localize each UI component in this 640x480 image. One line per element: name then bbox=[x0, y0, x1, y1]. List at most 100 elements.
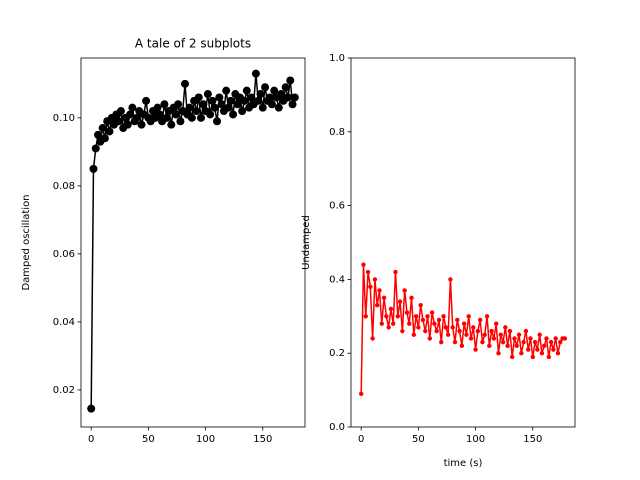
data-point bbox=[468, 336, 474, 341]
data-point bbox=[452, 339, 458, 345]
data-point bbox=[523, 328, 529, 334]
data-point bbox=[466, 314, 471, 319]
y-tick-label: 0.6 bbox=[329, 201, 345, 212]
data-point bbox=[210, 103, 219, 112]
data-point bbox=[194, 93, 203, 102]
x-tick-label: 0 bbox=[88, 434, 94, 445]
y-tick-label: 0.2 bbox=[329, 348, 345, 359]
data-point bbox=[270, 86, 279, 95]
data-point bbox=[498, 332, 503, 337]
data-point bbox=[500, 339, 506, 345]
data-point bbox=[425, 314, 430, 319]
data-point bbox=[116, 107, 125, 116]
data-point bbox=[439, 339, 444, 345]
data-point bbox=[368, 284, 373, 289]
data-point bbox=[491, 336, 497, 341]
data-point bbox=[457, 328, 462, 334]
data-point bbox=[432, 321, 437, 326]
data-point bbox=[450, 325, 455, 330]
x-tick-label: 100 bbox=[196, 434, 215, 445]
data-point bbox=[377, 288, 382, 293]
y-tick-label: 0.10 bbox=[53, 113, 75, 124]
data-point bbox=[539, 351, 545, 356]
data-point bbox=[288, 100, 297, 109]
data-point bbox=[174, 100, 183, 109]
data-point bbox=[251, 69, 260, 78]
data-point bbox=[100, 134, 109, 143]
data-point bbox=[132, 113, 141, 122]
data-point bbox=[480, 339, 485, 345]
data-point bbox=[409, 295, 414, 301]
data-point bbox=[413, 314, 419, 319]
data-point bbox=[123, 120, 132, 129]
data-point bbox=[418, 303, 423, 308]
data-point bbox=[436, 317, 442, 323]
data-point bbox=[91, 144, 100, 153]
data-point bbox=[461, 321, 467, 326]
data-point bbox=[379, 321, 384, 326]
data-point bbox=[162, 113, 171, 122]
data-point bbox=[397, 299, 403, 304]
data-point bbox=[153, 103, 162, 112]
data-point bbox=[208, 96, 217, 105]
data-point bbox=[526, 347, 531, 352]
data-point bbox=[391, 321, 396, 326]
data-point bbox=[265, 93, 274, 102]
data-point bbox=[519, 351, 524, 356]
data-point bbox=[402, 288, 407, 293]
data-point bbox=[509, 354, 515, 360]
data-point bbox=[98, 124, 107, 133]
data-point bbox=[160, 100, 169, 109]
data-point bbox=[562, 336, 568, 341]
x-tick-label: 150 bbox=[253, 434, 272, 445]
data-point bbox=[290, 93, 299, 102]
data-point bbox=[400, 328, 405, 334]
data-point bbox=[558, 339, 563, 345]
data-point bbox=[551, 347, 556, 352]
y-tick-label: 0.08 bbox=[53, 181, 75, 192]
data-point bbox=[473, 347, 478, 352]
data-point bbox=[224, 103, 233, 112]
data-point bbox=[521, 339, 526, 345]
data-point bbox=[213, 117, 222, 126]
x-tick-label: 100 bbox=[466, 434, 485, 445]
data-point bbox=[407, 321, 412, 326]
axes-frame bbox=[350, 57, 576, 428]
data-point bbox=[277, 90, 286, 99]
data-point bbox=[546, 354, 552, 360]
data-point bbox=[229, 110, 238, 119]
y-tick-label: 0.0 bbox=[329, 422, 345, 433]
data-point bbox=[532, 339, 538, 345]
data-point bbox=[222, 86, 231, 95]
data-point bbox=[185, 103, 194, 112]
data-point bbox=[423, 328, 428, 334]
data-point bbox=[544, 336, 549, 341]
data-point bbox=[443, 325, 449, 330]
data-point bbox=[477, 317, 483, 323]
y-axis-label: Damped oscillation bbox=[21, 194, 32, 290]
data-point bbox=[464, 332, 469, 337]
data-point bbox=[274, 103, 283, 112]
data-point bbox=[395, 314, 400, 319]
data-point bbox=[363, 314, 368, 319]
data-point bbox=[105, 127, 114, 136]
data-point bbox=[167, 120, 176, 129]
x-tick-label: 150 bbox=[523, 434, 542, 445]
data-point bbox=[471, 325, 476, 330]
data-point bbox=[192, 107, 201, 116]
data-point bbox=[553, 336, 558, 341]
data-point bbox=[247, 93, 256, 102]
data-point bbox=[496, 351, 501, 356]
data-point bbox=[180, 79, 189, 88]
data-point bbox=[537, 332, 542, 337]
data-point bbox=[514, 343, 519, 349]
data-point bbox=[137, 120, 146, 129]
data-point bbox=[441, 314, 446, 319]
data-point bbox=[267, 100, 276, 109]
data-point bbox=[493, 321, 499, 326]
data-point bbox=[530, 354, 535, 360]
data-point bbox=[217, 100, 226, 109]
data-point bbox=[87, 404, 96, 413]
data-point bbox=[94, 130, 103, 139]
